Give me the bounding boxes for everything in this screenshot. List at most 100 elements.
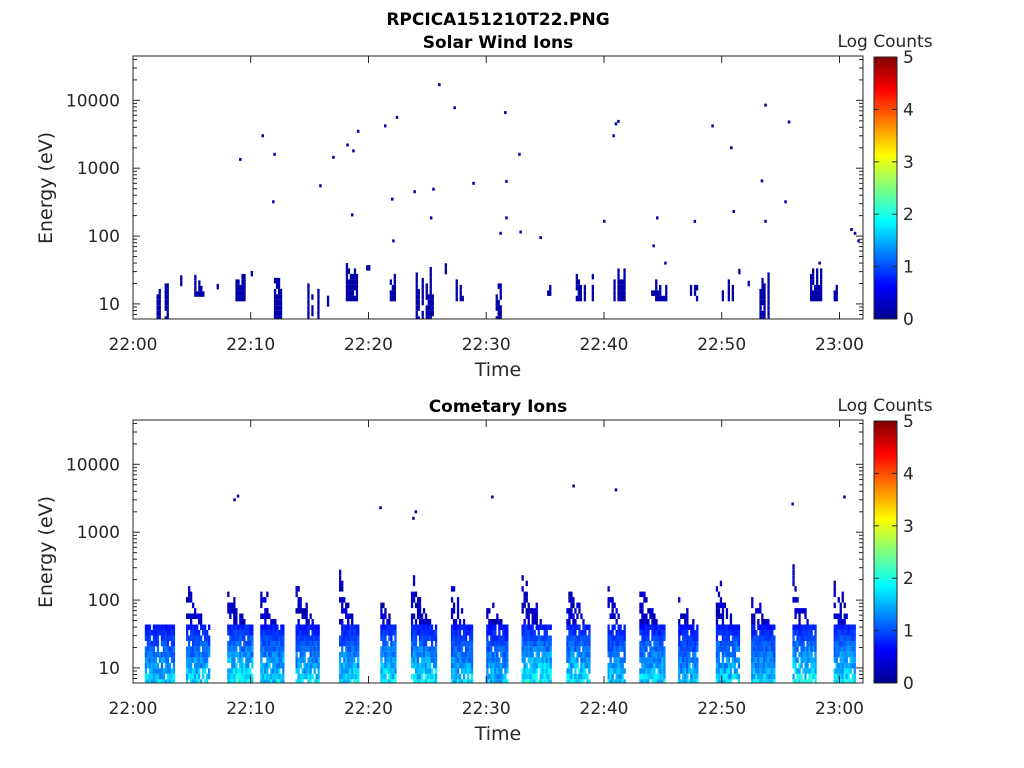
burst-cell [647, 662, 650, 669]
burst-cell [641, 646, 644, 652]
burst-cell [297, 640, 300, 647]
burst-cell [247, 635, 250, 641]
burst-cell [148, 679, 152, 683]
burst-cell [148, 651, 152, 658]
burst-cell [339, 586, 342, 592]
burst-cell [198, 630, 201, 636]
burst-cell [315, 657, 318, 663]
burst-cell [432, 679, 436, 683]
burst-cell [420, 624, 424, 630]
burst-cell [432, 635, 436, 641]
burst-cell [849, 630, 852, 636]
colorbar-tick-label: 3 [903, 153, 914, 173]
burst-cell [186, 630, 189, 636]
burst-cell [297, 635, 300, 641]
burst-cell [166, 646, 170, 652]
colorbar-label-solar-wind: Log Counts [837, 32, 932, 52]
burst-cell [568, 662, 571, 669]
burst-cell [841, 597, 844, 603]
burst-cell [146, 651, 150, 658]
burst-cell [458, 619, 462, 625]
burst-cell [188, 662, 191, 669]
burst-cell [272, 624, 275, 630]
burst-cell [568, 608, 571, 614]
burst-cell [186, 673, 189, 680]
burst-cell [299, 662, 302, 669]
burst-cell [771, 657, 774, 663]
burst-cell [275, 310, 279, 317]
burst-cell [426, 646, 430, 652]
burst-cell [466, 640, 470, 647]
burst-cell [229, 673, 232, 680]
burst-cell [426, 651, 430, 658]
burst-cell [454, 673, 458, 680]
burst-cell [645, 635, 648, 641]
burst-cell [307, 299, 310, 306]
sparse-count-cell [351, 213, 354, 217]
burst-cell [719, 602, 723, 609]
burst-cell [757, 668, 760, 674]
burst-cell [523, 630, 526, 636]
burst-cell [317, 635, 320, 641]
burst-cell [299, 597, 302, 603]
burst-cell [412, 646, 416, 652]
burst-cell [715, 608, 719, 614]
burst-cell [418, 613, 422, 619]
burst-cell [733, 646, 737, 652]
burst-cell [659, 295, 662, 302]
burst-cell [502, 657, 505, 663]
burst-cell [266, 651, 269, 658]
burst-cell [460, 657, 464, 663]
burst-cell [617, 273, 620, 280]
burst-cell [391, 295, 394, 302]
burst-cell [769, 646, 772, 652]
burst-cell [353, 662, 356, 669]
burst-cell [523, 679, 526, 683]
burst-cell [692, 657, 695, 663]
burst-cell [326, 301, 330, 307]
burst-cell [506, 657, 509, 663]
burst-cell [639, 602, 642, 609]
burst-cell [315, 646, 318, 652]
burst-cell [266, 657, 269, 663]
burst-cell [833, 646, 836, 652]
burst-cell [609, 646, 612, 652]
burst-cell [444, 268, 447, 275]
burst-cell [655, 662, 658, 669]
burst-cell [237, 673, 240, 680]
burst-cell [812, 279, 815, 285]
burst-cell [486, 668, 489, 674]
burst-cell [833, 651, 836, 658]
burst-cell [641, 651, 644, 658]
burst-cell [343, 624, 346, 630]
burst-cell [584, 646, 587, 652]
burst-cell [810, 284, 813, 291]
burst-cell [502, 662, 505, 669]
burst-cell [723, 673, 727, 680]
burst-cell [814, 630, 817, 636]
burst-cell [382, 662, 385, 669]
burst-cell [686, 640, 689, 647]
burst-cell [459, 295, 462, 302]
burst-cell [297, 630, 300, 636]
burst-cell [771, 624, 774, 630]
burst-cell [412, 640, 416, 647]
burst-cell [663, 635, 666, 641]
burst-cell [345, 673, 348, 680]
burst-cell [158, 673, 162, 680]
burst-cell [843, 662, 846, 669]
burst-cell [301, 646, 304, 652]
burst-cell [537, 679, 540, 683]
burst-cell [355, 635, 358, 641]
burst-cell [498, 662, 501, 669]
burst-cell [347, 284, 351, 291]
burst-cell [268, 646, 271, 652]
burst-cell [456, 673, 460, 680]
burst-cell [845, 662, 848, 669]
burst-cell [466, 651, 470, 658]
burst-cell [545, 662, 548, 669]
burst-cell [303, 657, 306, 663]
burst-cell [412, 662, 416, 669]
burst-cell [249, 635, 252, 641]
burst-cell [343, 673, 346, 680]
